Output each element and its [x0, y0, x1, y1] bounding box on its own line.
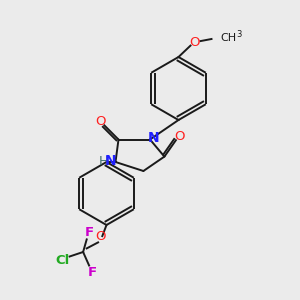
Text: N: N: [105, 154, 117, 168]
Text: CH: CH: [220, 33, 237, 43]
Text: O: O: [95, 115, 106, 128]
Text: Cl: Cl: [55, 254, 69, 268]
Text: N: N: [148, 131, 159, 145]
Text: F: F: [88, 266, 97, 280]
Text: O: O: [174, 130, 185, 143]
Text: H: H: [99, 155, 109, 168]
Text: F: F: [85, 226, 94, 239]
Text: O: O: [190, 36, 200, 49]
Text: 3: 3: [236, 30, 242, 39]
Text: O: O: [95, 230, 106, 244]
